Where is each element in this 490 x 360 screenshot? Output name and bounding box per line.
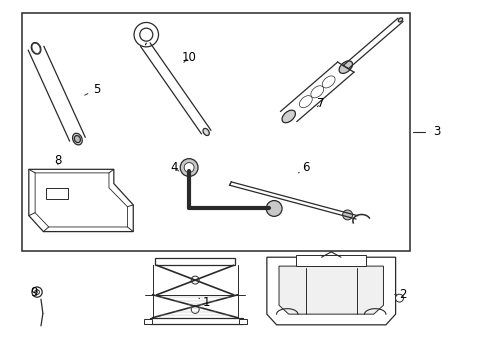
Text: 4: 4 bbox=[171, 161, 179, 174]
Ellipse shape bbox=[32, 43, 40, 53]
Ellipse shape bbox=[203, 129, 209, 135]
Bar bbox=[46, 188, 68, 198]
Polygon shape bbox=[267, 257, 395, 325]
Circle shape bbox=[32, 287, 42, 297]
Text: 9: 9 bbox=[30, 285, 37, 298]
Circle shape bbox=[343, 210, 353, 220]
Circle shape bbox=[35, 290, 39, 294]
Polygon shape bbox=[29, 169, 133, 231]
Ellipse shape bbox=[282, 110, 295, 123]
Circle shape bbox=[191, 306, 199, 314]
Text: 1: 1 bbox=[199, 296, 210, 309]
Ellipse shape bbox=[184, 163, 194, 172]
Bar bbox=[239, 319, 247, 324]
Text: 10: 10 bbox=[182, 51, 196, 64]
Ellipse shape bbox=[74, 136, 80, 143]
Circle shape bbox=[395, 294, 403, 302]
Bar bbox=[155, 258, 235, 265]
Text: 3: 3 bbox=[433, 126, 441, 139]
Circle shape bbox=[140, 28, 153, 41]
Bar bbox=[144, 319, 152, 324]
Text: 6: 6 bbox=[298, 161, 310, 174]
Circle shape bbox=[134, 22, 159, 47]
Ellipse shape bbox=[31, 42, 41, 54]
Text: 8: 8 bbox=[54, 154, 62, 167]
Ellipse shape bbox=[266, 201, 282, 216]
Text: 5: 5 bbox=[85, 83, 100, 96]
Ellipse shape bbox=[73, 133, 82, 145]
Ellipse shape bbox=[180, 159, 198, 176]
Polygon shape bbox=[296, 256, 367, 266]
Bar bbox=[150, 318, 243, 324]
Text: 7: 7 bbox=[317, 97, 324, 110]
Ellipse shape bbox=[339, 61, 352, 73]
Circle shape bbox=[191, 276, 199, 284]
Ellipse shape bbox=[398, 18, 403, 22]
Bar bbox=[22, 13, 410, 251]
Text: 2: 2 bbox=[394, 288, 407, 301]
Polygon shape bbox=[279, 266, 384, 314]
